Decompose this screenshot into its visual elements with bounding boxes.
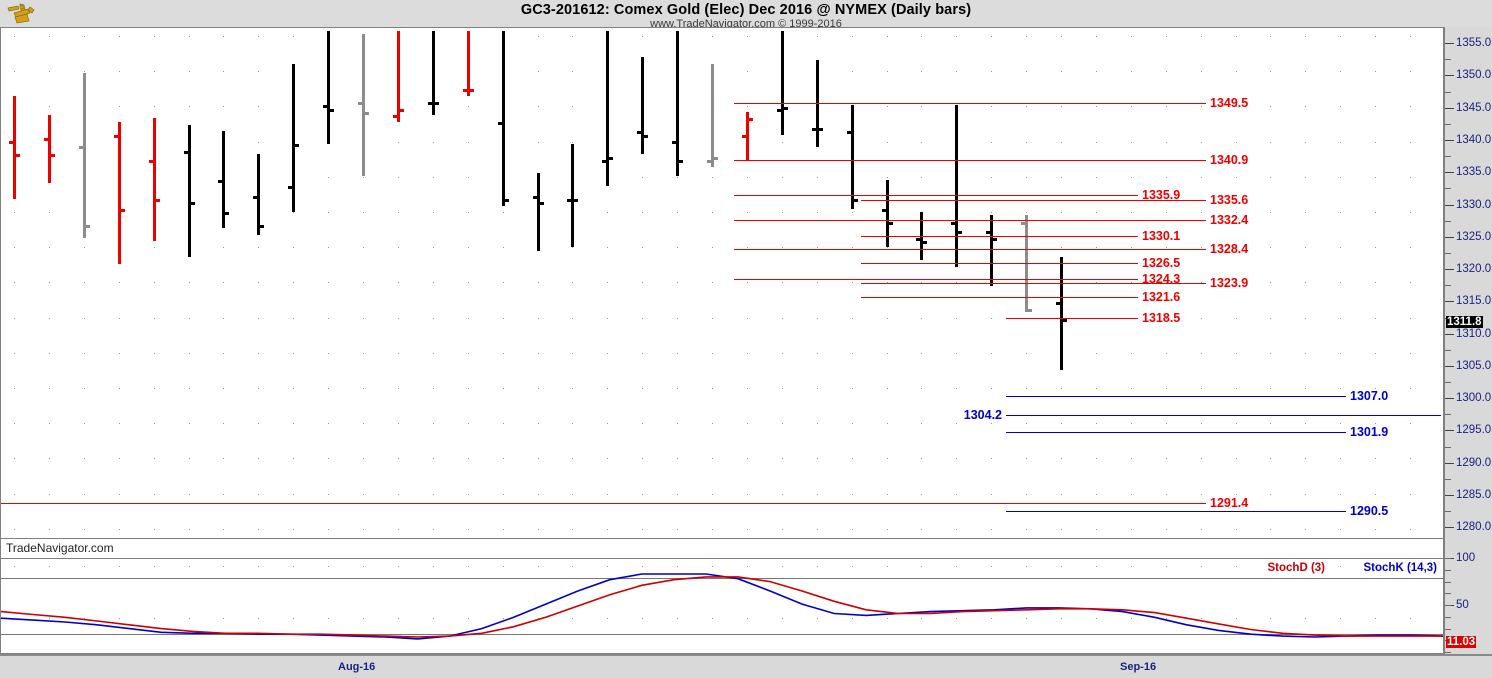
stochastic-curves xyxy=(1,573,1443,640)
price-tick-label: 1300.0 xyxy=(1456,392,1492,405)
current-stoch-marker: 11.03 xyxy=(1446,635,1477,648)
resistance-label: 1326.5 xyxy=(1142,256,1181,270)
support-line xyxy=(1006,415,1441,416)
price-tick-label: 1340.0 xyxy=(1456,133,1492,146)
resistance-line xyxy=(734,103,1206,104)
resistance-line xyxy=(861,200,1206,201)
resistance-label: 1335.6 xyxy=(1210,193,1249,207)
resistance-label: 1328.4 xyxy=(1210,242,1249,256)
price-tick-label: 1355.0 xyxy=(1456,37,1492,50)
stochastic-pane[interactable]: StochD (3) StochK (14,3) xyxy=(0,558,1444,654)
watermark-strip: TradeNavigator.com xyxy=(0,539,1444,558)
watermark-text: TradeNavigator.com xyxy=(6,541,114,555)
resistance-label: 1349.5 xyxy=(1210,96,1249,110)
resistance-line xyxy=(734,249,1206,250)
price-tick-label: 1345.0 xyxy=(1456,101,1492,114)
price-tick-label: 1320.0 xyxy=(1456,263,1492,276)
price-tick-label: 1335.0 xyxy=(1456,166,1492,179)
page-title: GC3-201612: Comex Gold (Elec) Dec 2016 @… xyxy=(520,2,972,18)
support-line xyxy=(1006,511,1346,512)
support-line xyxy=(1006,396,1346,397)
resistance-label: 1324.3 xyxy=(1142,272,1181,286)
resistance-line xyxy=(861,283,1206,284)
resistance-line xyxy=(734,220,1206,221)
resistance-line xyxy=(861,236,1138,237)
price-chart-pane[interactable]: 1349.5 1340.9 1335.9 1335.6 1332.4 1330.1 1328… xyxy=(0,27,1444,569)
support-label: 1301.9 xyxy=(1350,425,1389,439)
resistance-label: 1323.9 xyxy=(1210,276,1249,290)
price-tick-label: 1280.0 xyxy=(1456,521,1492,534)
price-tick-label: 1295.0 xyxy=(1456,424,1492,437)
support-label: 1290.5 xyxy=(1350,504,1389,518)
resistance-line xyxy=(861,297,1138,298)
support-label: 1307.0 xyxy=(1350,389,1389,403)
resistance-label: 1332.4 xyxy=(1210,213,1249,227)
resistance-label: 1330.1 xyxy=(1142,229,1181,243)
resistance-line xyxy=(1,503,1206,504)
price-tick-label: 1290.0 xyxy=(1456,456,1492,469)
oversold-line xyxy=(1,634,1443,636)
price-tick-label: 1305.0 xyxy=(1456,359,1492,372)
resistance-line xyxy=(734,195,1138,196)
resistance-line xyxy=(861,263,1138,264)
resistance-label: 1321.6 xyxy=(1142,290,1181,304)
support-label: 1304.2 xyxy=(963,408,1002,422)
support-line xyxy=(1006,432,1346,433)
stoch-d-legend: StochD (3) xyxy=(1267,562,1326,574)
time-tick-label: Sep-16 xyxy=(1120,661,1157,673)
stochastic-axis[interactable]: 100 50 11.03 xyxy=(1444,552,1492,654)
price-tick-label: 1350.0 xyxy=(1456,69,1492,82)
price-tick-label: 1285.0 xyxy=(1456,489,1492,502)
resistance-label: 1318.5 xyxy=(1142,311,1181,325)
chart-header: GC3-201612: Comex Gold (Elec) Dec 2016 @… xyxy=(0,0,1492,30)
stoch-tick-label: 50 xyxy=(1456,599,1469,611)
price-axis[interactable]: 1355.0 1350.0 1345.0 1340.0 1335.0 1330.0 1325… xyxy=(1444,27,1492,539)
price-tick-label: 1330.0 xyxy=(1456,198,1492,211)
time-axis[interactable]: Aug-16 Sep-16 xyxy=(0,654,1492,678)
time-tick-label: Aug-16 xyxy=(338,661,376,673)
price-tick-label: 1315.0 xyxy=(1456,295,1492,308)
resistance-line xyxy=(1006,318,1138,319)
resistance-label: 1340.9 xyxy=(1210,153,1249,167)
resistance-line xyxy=(734,279,1138,280)
resistance-line xyxy=(734,160,1206,161)
price-tick-label: 1310.0 xyxy=(1456,327,1492,340)
price-tick-label: 1325.0 xyxy=(1456,230,1492,243)
resistance-label: 1335.9 xyxy=(1142,188,1181,202)
stoch-k-legend: StochK (14,3) xyxy=(1363,562,1438,574)
resistance-label: 1291.4 xyxy=(1210,496,1249,510)
stoch-tick-label: 100 xyxy=(1456,552,1476,564)
axis-gap-filler xyxy=(1444,539,1492,558)
sextant-logo-icon xyxy=(4,1,38,26)
current-price-marker: 1311.8 xyxy=(1446,316,1483,329)
overbought-line xyxy=(1,577,1443,579)
